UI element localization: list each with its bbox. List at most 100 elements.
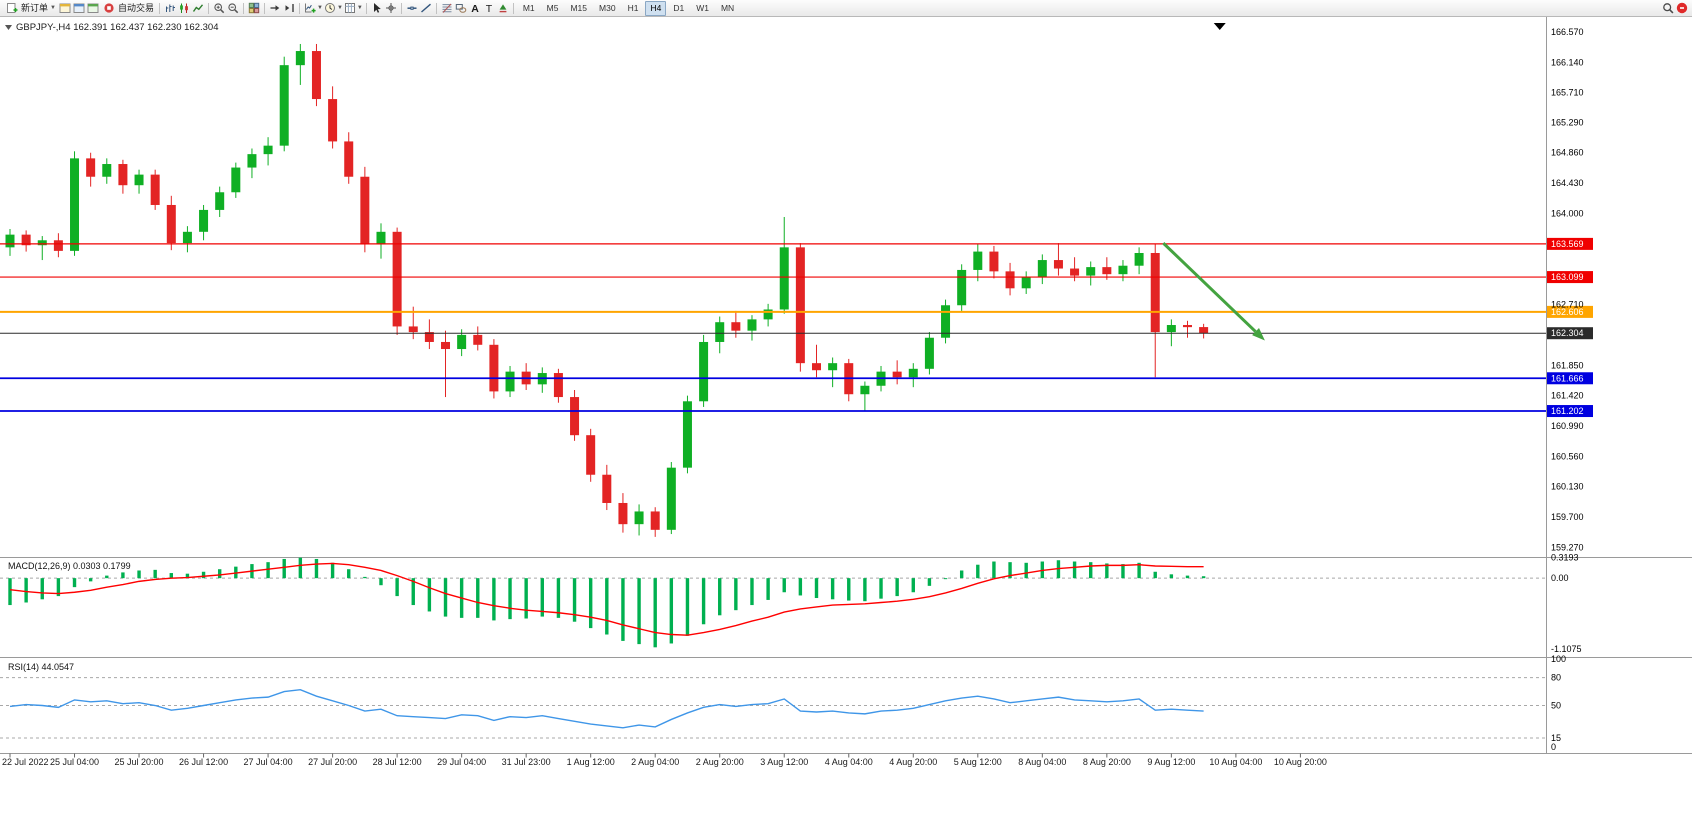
main-toolbar: 新订单 ▼ 自动交易 ▼ ▼ ▼ A T M1 M5 M15 M30 H1 H4 D1 W1 MN (0, 0, 1692, 17)
macd-histogram-bar (1185, 575, 1190, 579)
price-axis[interactable] (1546, 17, 1692, 754)
candle-body (892, 371, 902, 378)
timeframe-button-MN[interactable]: MN (720, 2, 735, 13)
candle-body (328, 99, 338, 142)
search-icon[interactable] (1661, 1, 1675, 15)
autotrading-button[interactable]: 自动交易 (100, 1, 156, 16)
macd-histogram-bar (121, 572, 125, 579)
candle-body (21, 234, 31, 246)
template-icon[interactable] (343, 1, 357, 15)
price-badge-label: 162.606 (1551, 307, 1584, 317)
caret-down-icon: ▼ (336, 5, 343, 11)
macd-histogram-bar (1089, 562, 1093, 579)
candle-body (1005, 271, 1015, 289)
candle-body (1166, 325, 1176, 333)
price-axis-label: 160.560 (1551, 451, 1584, 461)
candle-body (957, 269, 967, 306)
caret-down-icon: ▼ (356, 5, 363, 11)
navigator-icon[interactable] (86, 1, 100, 15)
macd-histogram-bar (411, 578, 415, 606)
macd-histogram-bar (653, 578, 657, 648)
macd-histogram-bar (282, 558, 286, 579)
candle-body (586, 435, 596, 475)
candle-body (1150, 252, 1160, 333)
shapes-icon[interactable] (454, 1, 468, 15)
candle-body (199, 209, 209, 232)
candle-body (360, 176, 370, 245)
timeframe-button-M15[interactable]: M15 (570, 2, 588, 13)
trendline-icon[interactable] (419, 1, 433, 15)
time-axis-label: 28 Jul 12:00 (373, 757, 422, 767)
tile-windows-icon[interactable] (247, 1, 261, 15)
chart-canvas[interactable]: 163.569 163.099 162.606 162.304 161.666 161.2… (0, 17, 1692, 840)
candle-body (37, 240, 47, 246)
time-axis[interactable] (0, 754, 1692, 774)
arrows-icon[interactable] (496, 1, 510, 15)
toolbar-separator (158, 2, 160, 14)
candle-body (908, 368, 918, 378)
fibonacci-icon[interactable] (440, 1, 454, 15)
candlestick-icon[interactable] (177, 1, 191, 15)
time-axis-label: 22 Jul 2022 (2, 757, 49, 767)
macd-histogram-bar (427, 578, 432, 612)
macd-histogram-bar (185, 573, 190, 579)
crosshair-icon[interactable] (384, 1, 398, 15)
candle-body (989, 251, 999, 272)
time-axis-label: 31 Jul 23:00 (502, 757, 551, 767)
timeframe-button-D1[interactable]: D1 (673, 2, 685, 13)
timeframe-button-M1[interactable]: M1 (522, 2, 535, 13)
trend-arrow[interactable] (1162, 242, 1265, 341)
timeframe-button-M30[interactable]: M30 (599, 2, 616, 13)
macd-indicator-label: MACD(12,26,9) 0.0303 0.1799 (8, 561, 131, 571)
horizontal-line-icon[interactable] (405, 1, 419, 15)
notification-icon[interactable] (1675, 1, 1689, 15)
price-axis-label: 164.000 (1551, 208, 1584, 218)
candle-body (763, 309, 773, 320)
price-axis-label: 160.130 (1551, 482, 1584, 492)
toolbar-separator (242, 2, 244, 14)
zoom-in-icon[interactable] (212, 1, 226, 15)
candle-body (682, 401, 692, 468)
chart-shift-marker[interactable] (1213, 23, 1226, 30)
zoom-out-icon[interactable] (226, 1, 240, 15)
price-axis-label: 164.860 (1551, 148, 1584, 158)
market-watch-icon[interactable] (58, 1, 72, 15)
new-order-button[interactable]: 新订单 ▼ (3, 1, 58, 16)
macd-histogram-bar (40, 578, 44, 600)
time-axis-label: 8 Aug 20:00 (1083, 757, 1131, 767)
data-window-icon[interactable] (72, 1, 86, 15)
new-chart-icon[interactable] (303, 1, 317, 15)
timeframe-button-M5[interactable]: M5 (546, 2, 559, 13)
rsi-axis-label: 100 (1551, 654, 1566, 664)
chart-background (0, 17, 1692, 840)
macd-histogram-bar (105, 575, 109, 579)
macd-histogram-bar (701, 578, 706, 625)
chart-shift-icon[interactable] (282, 1, 296, 15)
macd-histogram-bar (1121, 564, 1125, 579)
collapse-panel-icon[interactable] (5, 25, 12, 30)
macd-histogram-bar (798, 578, 803, 596)
candle-body (376, 231, 386, 245)
line-chart-icon[interactable] (191, 1, 205, 15)
period-icon[interactable] (323, 1, 337, 15)
macd-histogram-bar (992, 561, 996, 579)
auto-scroll-icon[interactable] (268, 1, 282, 15)
macd-histogram-bar (153, 569, 157, 579)
time-axis-label: 4 Aug 04:00 (825, 757, 873, 767)
candle-body (973, 251, 983, 270)
bar-chart-icon[interactable] (163, 1, 177, 15)
text-icon[interactable]: A (468, 1, 482, 15)
timeframe-button-W1[interactable]: W1 (696, 2, 709, 13)
toolbar-separator (263, 2, 265, 14)
macd-histogram-bar (88, 578, 93, 582)
macd-histogram-bar (8, 578, 12, 606)
label-icon[interactable]: T (482, 1, 496, 15)
candle-body (295, 51, 305, 66)
time-axis-label: 26 Jul 12:00 (179, 757, 228, 767)
macd-histogram-bar (766, 578, 770, 600)
timeframe-button-H1[interactable]: H1 (627, 2, 639, 13)
cursor-icon[interactable] (370, 1, 384, 15)
time-axis-label: 25 Jul 04:00 (50, 757, 99, 767)
timeframe-button-H4[interactable]: H4 (645, 0, 667, 16)
macd-histogram-bar (363, 576, 367, 579)
